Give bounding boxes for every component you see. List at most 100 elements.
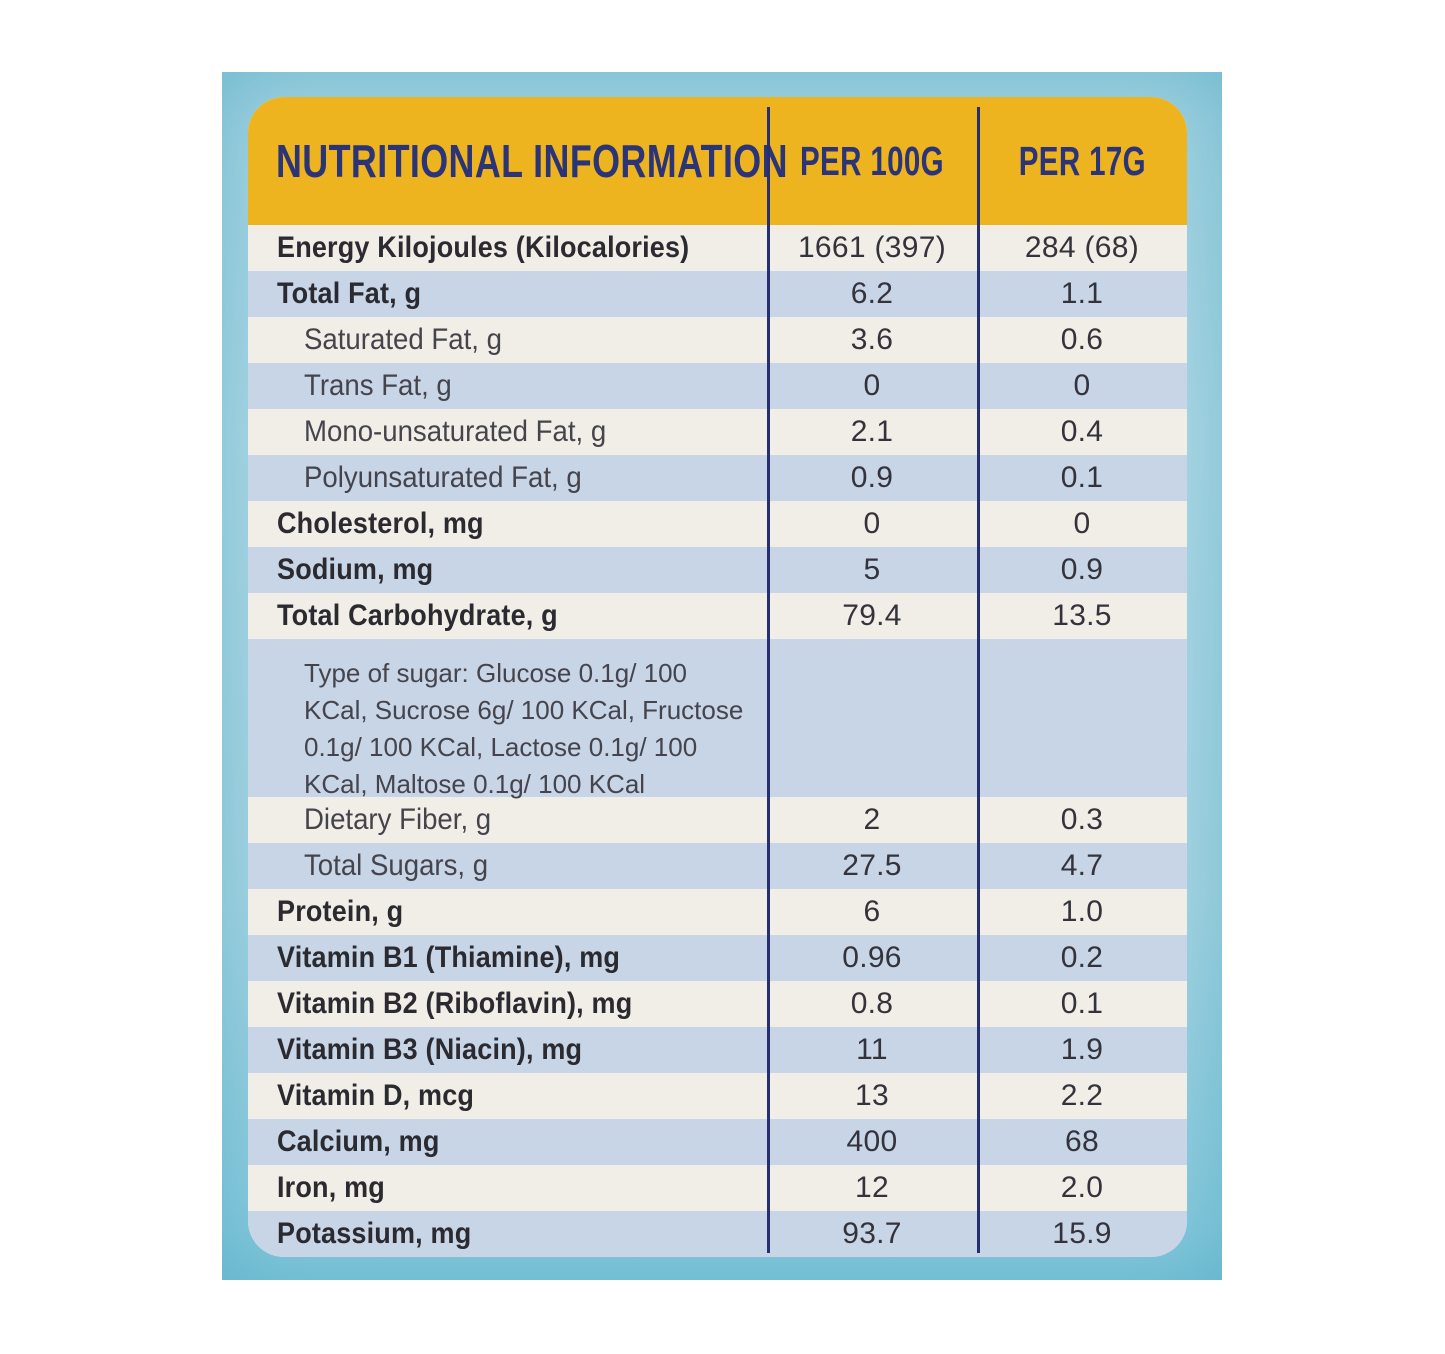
value-per-100g: 2.1 [850, 415, 894, 448]
value-per-17g: 0.1 [1060, 461, 1104, 494]
row-label-cell: Energy Kilojoules (Kilocalories) [248, 225, 767, 271]
row-label: Energy Kilojoules (Kilocalories) [277, 231, 690, 264]
value-per-100g: 6.2 [850, 277, 894, 310]
row-label-cell: Protein, g [248, 889, 767, 935]
table-row: Cholesterol, mg 0 0 [248, 501, 1187, 547]
table-row: Total Fat, g 6.2 1.1 [248, 271, 1187, 317]
value-per-100g: 93.7 [842, 1217, 902, 1250]
table-row: Mono-unsaturated Fat, g 2.1 0.4 [248, 409, 1187, 455]
row-label: Dietary Fiber, g [304, 803, 492, 836]
row-label: Sodium, mg [277, 553, 434, 586]
value-per-17g: 0.9 [1060, 553, 1104, 586]
value-per-17g: 4.7 [1060, 849, 1104, 882]
value-per-100g: 2 [863, 803, 881, 836]
value-per-17g: 0.6 [1060, 323, 1104, 356]
value-per-100g: 400 [846, 1125, 898, 1158]
value-per-100g: 0.8 [850, 987, 894, 1020]
value-per-17g: 1.9 [1060, 1033, 1104, 1066]
row-label-cell: Sodium, mg [248, 547, 767, 593]
value-per-100g: 1661 (397) [797, 231, 947, 264]
value-per-100g: 11 [856, 1033, 888, 1066]
row-label-cell: Saturated Fat, g [248, 317, 767, 363]
nutrition-label-card: NUTRITIONAL INFORMATION PER 100G PER 17G… [248, 97, 1187, 1257]
table-row: Protein, g 6 1.0 [248, 889, 1187, 935]
row-label: Cholesterol, mg [277, 507, 484, 540]
table-row: Dietary Fiber, g 2 0.3 [248, 797, 1187, 843]
row-label: Vitamin B1 (Thiamine), mg [277, 941, 621, 974]
value-per-17g: 0 [1073, 507, 1091, 540]
table-row: Saturated Fat, g 3.6 0.6 [248, 317, 1187, 363]
row-label-cell: Dietary Fiber, g [248, 797, 767, 843]
row-label: Vitamin B2 (Riboflavin), mg [277, 987, 633, 1020]
row-label: Protein, g [277, 895, 404, 928]
row-label-cell: Mono-unsaturated Fat, g [248, 409, 767, 455]
header-title-cell: NUTRITIONAL INFORMATION [248, 134, 788, 188]
value-per-17g: 0 [1073, 369, 1091, 402]
package-photo-background: NUTRITIONAL INFORMATION PER 100G PER 17G… [222, 72, 1222, 1280]
value-per-17g: 2.2 [1060, 1079, 1104, 1112]
value-per-100g: 27.5 [842, 849, 902, 882]
row-label: Calcium, mg [277, 1125, 440, 1158]
value-per-17g: 68 [1065, 1125, 1099, 1158]
value-per-17g [977, 639, 1187, 797]
value-per-100g: 0 [863, 369, 881, 402]
table-row: Vitamin D, mcg 13 2.2 [248, 1073, 1187, 1119]
table-row: Trans Fat, g 0 0 [248, 363, 1187, 409]
row-label-cell: Trans Fat, g [248, 363, 767, 409]
column-divider [977, 107, 980, 1253]
nutrition-table-body: Energy Kilojoules (Kilocalories) 1661 (3… [248, 225, 1187, 1257]
value-per-17g: 1.0 [1060, 895, 1104, 928]
row-label: Vitamin D, mcg [277, 1079, 475, 1112]
value-per-17g: 0.3 [1060, 803, 1104, 836]
row-label-cell: Cholesterol, mg [248, 501, 767, 547]
column-header-per-100g: PER 100G [800, 137, 944, 184]
row-label-cell: Calcium, mg [248, 1119, 767, 1165]
value-per-17g: 2.0 [1060, 1171, 1104, 1204]
value-per-17g: 0.4 [1060, 415, 1104, 448]
row-label-cell: Total Fat, g [248, 271, 767, 317]
row-label: Potassium, mg [277, 1217, 472, 1250]
row-label: Total Fat, g [277, 277, 422, 310]
table-row: Calcium, mg 400 68 [248, 1119, 1187, 1165]
table-row: Iron, mg 12 2.0 [248, 1165, 1187, 1211]
table-row: Vitamin B1 (Thiamine), mg 0.96 0.2 [248, 935, 1187, 981]
row-label: Total Carbohydrate, g [277, 599, 558, 632]
value-per-100g: 0.9 [850, 461, 894, 494]
table-header: NUTRITIONAL INFORMATION PER 100G PER 17G [248, 97, 1187, 225]
table-row: Vitamin B3 (Niacin), mg 11 1.9 [248, 1027, 1187, 1073]
table-row: Potassium, mg 93.7 15.9 [248, 1211, 1187, 1257]
table-row: Total Carbohydrate, g 79.4 13.5 [248, 593, 1187, 639]
row-label-cell: Total Sugars, g [248, 843, 767, 889]
value-per-100g: 6 [863, 895, 881, 928]
value-per-17g: 15.9 [1052, 1217, 1112, 1250]
row-label: Trans Fat, g [304, 369, 452, 402]
value-per-100g: 79.4 [842, 599, 902, 632]
value-per-17g: 1.1 [1060, 277, 1104, 310]
row-label-cell: Vitamin B3 (Niacin), mg [248, 1027, 767, 1073]
row-label-cell: Vitamin B1 (Thiamine), mg [248, 935, 767, 981]
row-label: Vitamin B3 (Niacin), mg [277, 1033, 583, 1066]
row-label-cell: Type of sugar: Glucose 0.1g/ 100 KCal, S… [248, 639, 767, 799]
value-per-100g: 3.6 [850, 323, 894, 356]
value-per-17g: 0.2 [1060, 941, 1104, 974]
row-label-cell: Total Carbohydrate, g [248, 593, 767, 639]
table-row: Total Sugars, g 27.5 4.7 [248, 843, 1187, 889]
value-per-100g: 13 [855, 1079, 889, 1112]
value-per-17g: 0.1 [1060, 987, 1104, 1020]
row-label-cell: Iron, mg [248, 1165, 767, 1211]
table-row: Type of sugar: Glucose 0.1g/ 100 KCal, S… [248, 639, 1187, 799]
column-divider [767, 107, 770, 1253]
value-per-100g: 0 [863, 507, 881, 540]
row-label: Iron, mg [277, 1171, 385, 1204]
row-label: Saturated Fat, g [304, 323, 502, 356]
row-label: Mono-unsaturated Fat, g [304, 415, 607, 448]
column-header-per-17g: PER 17G [1018, 137, 1146, 184]
value-per-100g: 5 [863, 553, 881, 586]
value-per-100g: 12 [855, 1171, 889, 1204]
value-per-17g: 13.5 [1052, 599, 1112, 632]
row-label: Polyunsaturated Fat, g [304, 461, 582, 494]
value-per-100g [767, 639, 977, 797]
row-label: Type of sugar: Glucose 0.1g/ 100 KCal, S… [304, 658, 744, 799]
value-per-100g: 0.96 [842, 941, 902, 974]
table-row: Energy Kilojoules (Kilocalories) 1661 (3… [248, 225, 1187, 271]
